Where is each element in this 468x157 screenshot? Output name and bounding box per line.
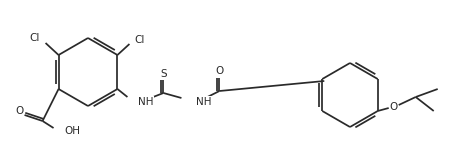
Text: Cl: Cl	[29, 33, 40, 43]
Text: Cl: Cl	[134, 35, 145, 45]
Text: O: O	[389, 102, 398, 112]
Text: O: O	[15, 106, 24, 116]
Text: O: O	[215, 66, 224, 76]
Text: NH: NH	[139, 97, 154, 107]
Text: OH: OH	[65, 126, 80, 136]
Text: S: S	[160, 69, 167, 79]
Text: NH: NH	[197, 97, 212, 107]
